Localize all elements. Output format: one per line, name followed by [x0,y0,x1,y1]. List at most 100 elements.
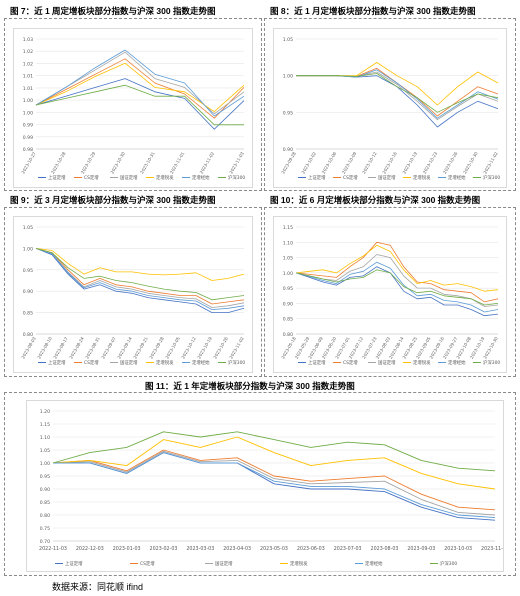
x-tick-label: 2023-10-30 [462,151,479,175]
series-line [35,248,245,301]
x-tick-label: 2023-05-03 [260,546,288,552]
y-tick-label: 1.00 [283,271,293,277]
source-note: 数据来源：同花顺 ifind [52,582,144,592]
legend-entry: 定增经始 [365,560,383,567]
chart-title-7: 图 7：近 1 周定增板块部分指数与沪深 300 指数走势图 [10,6,216,16]
x-tick-label: 2023-10-27 [20,151,37,175]
y-tick-label: 0.85 [283,317,293,323]
x-tick-label: 2023-10-23 [422,151,439,175]
series-line [295,254,499,307]
y-tick-label: 0.95 [40,474,50,480]
y-tick-label: 1.00 [40,461,50,467]
legend-entry: 国证定增 [378,174,396,181]
series-line [295,269,499,306]
y-tick-label: 0.80 [23,332,33,338]
x-tick-label: 2023-11-03 [228,151,245,175]
y-tick-label: 1.05 [283,37,293,43]
legend-entry: 国证定增 [378,359,396,366]
x-tick-label: 2023-10-28 [50,151,67,175]
y-tick-label: 0.99 [23,135,33,141]
y-tick-label: 1.02 [23,61,33,67]
y-tick-label: 1.15 [283,225,293,231]
legend-entry: 沪深300 [483,359,500,366]
legend-entry: 定增锐发 [156,174,174,181]
legend-entry: 国证定增 [120,174,138,181]
series-line [35,84,244,126]
y-tick-label: 0.95 [23,268,33,274]
y-tick-label: 1.01 [23,74,33,80]
x-tick-label: 2023-10-12 [180,336,197,360]
x-tick-label: 2023-06-03 [297,546,325,552]
x-tick-label: 2023-10-19 [402,151,419,175]
legend-entry: CS定增 [343,359,358,366]
x-tick-label: 2023-10-06 [321,151,338,175]
legend-entry: 沪深300 [228,359,245,366]
legend-entry: 定增经始 [192,174,210,181]
x-tick-label: 2023-10-02 [301,151,318,175]
series-line [295,241,499,303]
y-tick-label: 0.80 [283,332,293,338]
y-tick-label: 1.02 [23,49,33,55]
series-line [52,449,496,511]
x-tick-label: 2023-11-02 [199,151,216,175]
series-line [35,51,245,115]
x-tick-label: 2023-11-02 [228,336,245,360]
y-tick-label: 1.03 [23,37,33,43]
x-tick-label: 2023-07-03 [334,546,362,552]
series-line [52,436,496,490]
x-tick-label: 2023-10-31 [139,151,156,175]
x-tick-label: 2023-10-29 [80,151,97,175]
series-line [35,62,245,112]
y-tick-label: 1.05 [40,448,50,454]
chart-panel-8: 1.05 1.00 0.95 0.90 2023-09-28 2023-10-02 2023… [273,28,507,188]
y-tick-label: 1.10 [40,435,50,441]
legend-entry: 定增锐发 [156,359,174,366]
x-tick-label: 2023-08-24 [68,336,85,360]
chart-panel-11: 1.20 1.15 1.10 1.05 1.00 0.95 0.90 0.85 0.80 0.75… [26,400,504,572]
y-tick-label: 0.80 [40,513,50,519]
x-tick-label: 2023-08-17 [52,336,69,360]
legend-entry: 国证定增 [120,359,138,366]
series-line [295,266,499,317]
x-tick-label: 2023-11-01 [169,151,186,175]
x-tick-label: 2022-11-03 [39,546,67,552]
legend-entry: 定增锐发 [290,560,308,567]
legend-entry: 上证定增 [308,174,326,181]
x-tick-label: 2023-11-03 [481,546,503,552]
x-tick-label: 2023-11-02 [482,151,499,175]
series-line [295,261,499,313]
y-tick-label: 0.75 [40,526,50,532]
panel-frame-7 [4,18,262,191]
x-tick-label: 2023-10-05 [164,336,181,360]
x-tick-label: 2023-09-21 [132,336,149,360]
x-tick-label: 2023-09-07 [100,336,117,360]
legend-entry: 定增锐发 [413,174,431,181]
series-line [295,244,499,292]
x-tick-label: 2023-10-12 [361,151,378,175]
x-tick-label: 2023-10-30 [110,151,127,175]
x-tick-label: 2023-09-28 [280,151,297,175]
x-tick-label: 2023-08-10 [36,336,53,360]
x-tick-label: 2023-02-03 [150,546,178,552]
x-tick-label: 2023-09-03 [407,546,435,552]
legend-entry: 定增经始 [448,174,466,181]
legend-entry: 上证定增 [65,560,83,567]
series-line [35,248,245,281]
chart-title-11: 图 11：近 1 年定增板块部分指数与沪深 300 指数走势图 [145,381,355,391]
legend-entry: CS定增 [84,174,99,181]
panel-frame-9 [4,207,262,377]
legend-entry: CS定增 [84,359,99,366]
x-tick-label: 2023-08-03 [20,336,37,360]
panel-frame-10 [264,207,516,377]
series-line [53,452,496,519]
x-tick-label: 2023-08-31 [84,336,101,360]
series-line [35,248,245,313]
x-tick-label: 2023-10-16 [381,151,398,175]
chart-title-8: 图 8：近 1 月定增板块部分指数与沪深 300 指数走势图 [270,6,476,16]
y-tick-label: 0.90 [23,289,33,295]
series-line [35,248,245,305]
legend-entry: 上证定增 [48,174,66,181]
y-tick-label: 1.20 [40,409,50,415]
y-tick-label: 1.15 [40,422,50,428]
